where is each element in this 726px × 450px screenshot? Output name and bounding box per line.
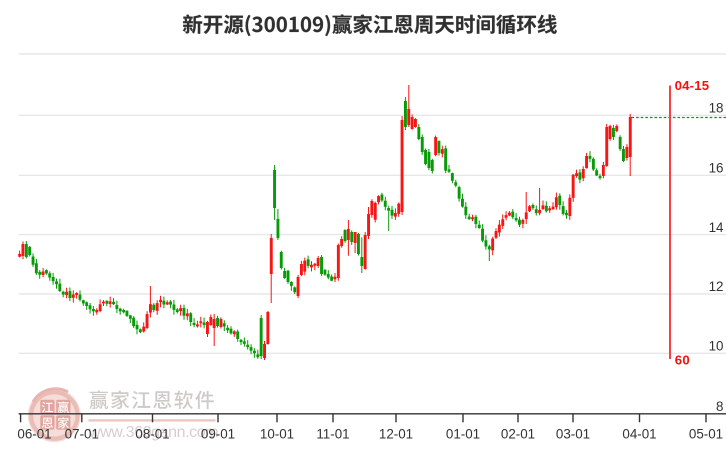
svg-text:10: 10	[709, 339, 724, 354]
svg-text:02-01: 02-01	[501, 426, 535, 441]
svg-text:8: 8	[716, 399, 723, 414]
svg-text:07-01: 07-01	[65, 426, 99, 441]
svg-text:18: 18	[709, 101, 724, 116]
svg-text:60: 60	[675, 352, 690, 367]
svg-text:12: 12	[709, 279, 724, 294]
svg-text:03-01: 03-01	[556, 426, 590, 441]
svg-text:06-01: 06-01	[17, 426, 51, 441]
svg-text:www.360gann.com: www.360gann.com	[88, 424, 218, 441]
svg-text:08-01: 08-01	[135, 426, 169, 441]
svg-text:05-01: 05-01	[689, 426, 723, 441]
svg-text:16: 16	[709, 161, 724, 176]
svg-text:01-01: 01-01	[446, 426, 480, 441]
svg-text:04-15: 04-15	[675, 78, 710, 93]
svg-text:09-01: 09-01	[201, 426, 235, 441]
svg-text:04-01: 04-01	[622, 426, 656, 441]
svg-text:14: 14	[709, 220, 724, 235]
svg-text:11-01: 11-01	[316, 426, 349, 441]
svg-text:12-01: 12-01	[379, 426, 413, 441]
svg-text:10-01: 10-01	[260, 426, 294, 441]
